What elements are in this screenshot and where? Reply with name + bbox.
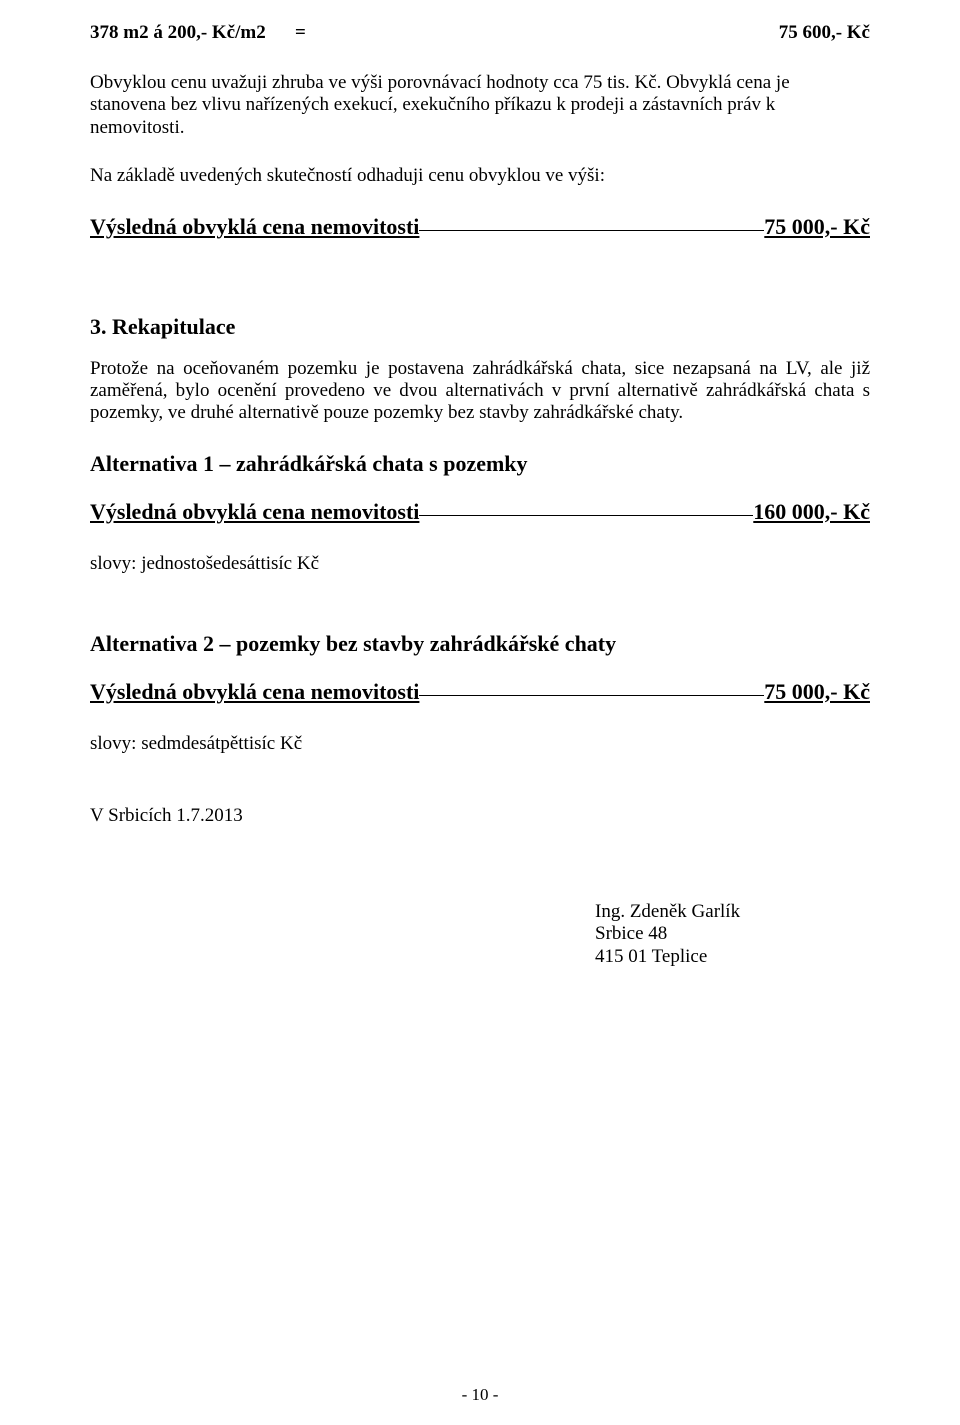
result-fill xyxy=(419,230,764,231)
result-price-alt2: 75 000,- Kč xyxy=(764,679,870,705)
paragraph-recap: Protože na oceňovaném pozemku je postave… xyxy=(90,358,870,425)
slovy-alt1: slovy: jednostošedesáttisíc Kč xyxy=(90,553,870,575)
page-number: - 10 - xyxy=(0,1385,960,1405)
calc-row: 378 m2 á 200,- Kč/m2 = 75 600,- Kč xyxy=(90,22,870,44)
signature-addr2: 415 01 Teplice xyxy=(595,946,870,968)
result-price: 75 000,- Kč xyxy=(764,214,870,240)
result-row-alt1: Výsledná obvyklá cena nemovitosti 160 00… xyxy=(90,499,870,525)
result-label-alt1: Výsledná obvyklá cena nemovitosti xyxy=(90,499,419,525)
result-price-alt1: 160 000,- Kč xyxy=(753,499,870,525)
result-label: Výsledná obvyklá cena nemovitosti xyxy=(90,214,419,240)
slovy-alt2: slovy: sedmdesátpěttisíc Kč xyxy=(90,733,870,755)
paragraph-basis: Na základě uvedených skutečností odhaduj… xyxy=(90,165,870,187)
alt2-heading: Alternativa 2 – pozemky bez stavby zahrá… xyxy=(90,631,870,657)
result-row-alt2: Výsledná obvyklá cena nemovitosti 75 000… xyxy=(90,679,870,705)
section-heading-recap: 3. Rekapitulace xyxy=(90,314,870,340)
date-line: V Srbicích 1.7.2013 xyxy=(90,805,870,827)
calc-right: 75 600,- Kč xyxy=(779,22,870,44)
signature-block: Ing. Zdeněk Garlík Srbice 48 415 01 Tepl… xyxy=(595,901,870,968)
document-page: 378 m2 á 200,- Kč/m2 = 75 600,- Kč Obvyk… xyxy=(0,0,960,1425)
calc-left: 378 m2 á 200,- Kč/m2 xyxy=(90,22,266,44)
signature-addr1: Srbice 48 xyxy=(595,923,870,945)
calc-equals: = xyxy=(295,22,306,44)
result-fill-alt1 xyxy=(419,515,753,516)
result-label-alt2: Výsledná obvyklá cena nemovitosti xyxy=(90,679,419,705)
result-fill-alt2 xyxy=(419,695,764,696)
alt1-heading: Alternativa 1 – zahrádkářská chata s poz… xyxy=(90,451,870,477)
result-row-summary: Výsledná obvyklá cena nemovitosti 75 000… xyxy=(90,214,870,240)
paragraph-considerations: Obvyklou cenu uvažuji zhruba ve výši por… xyxy=(90,72,870,139)
signature-name: Ing. Zdeněk Garlík xyxy=(595,901,870,923)
